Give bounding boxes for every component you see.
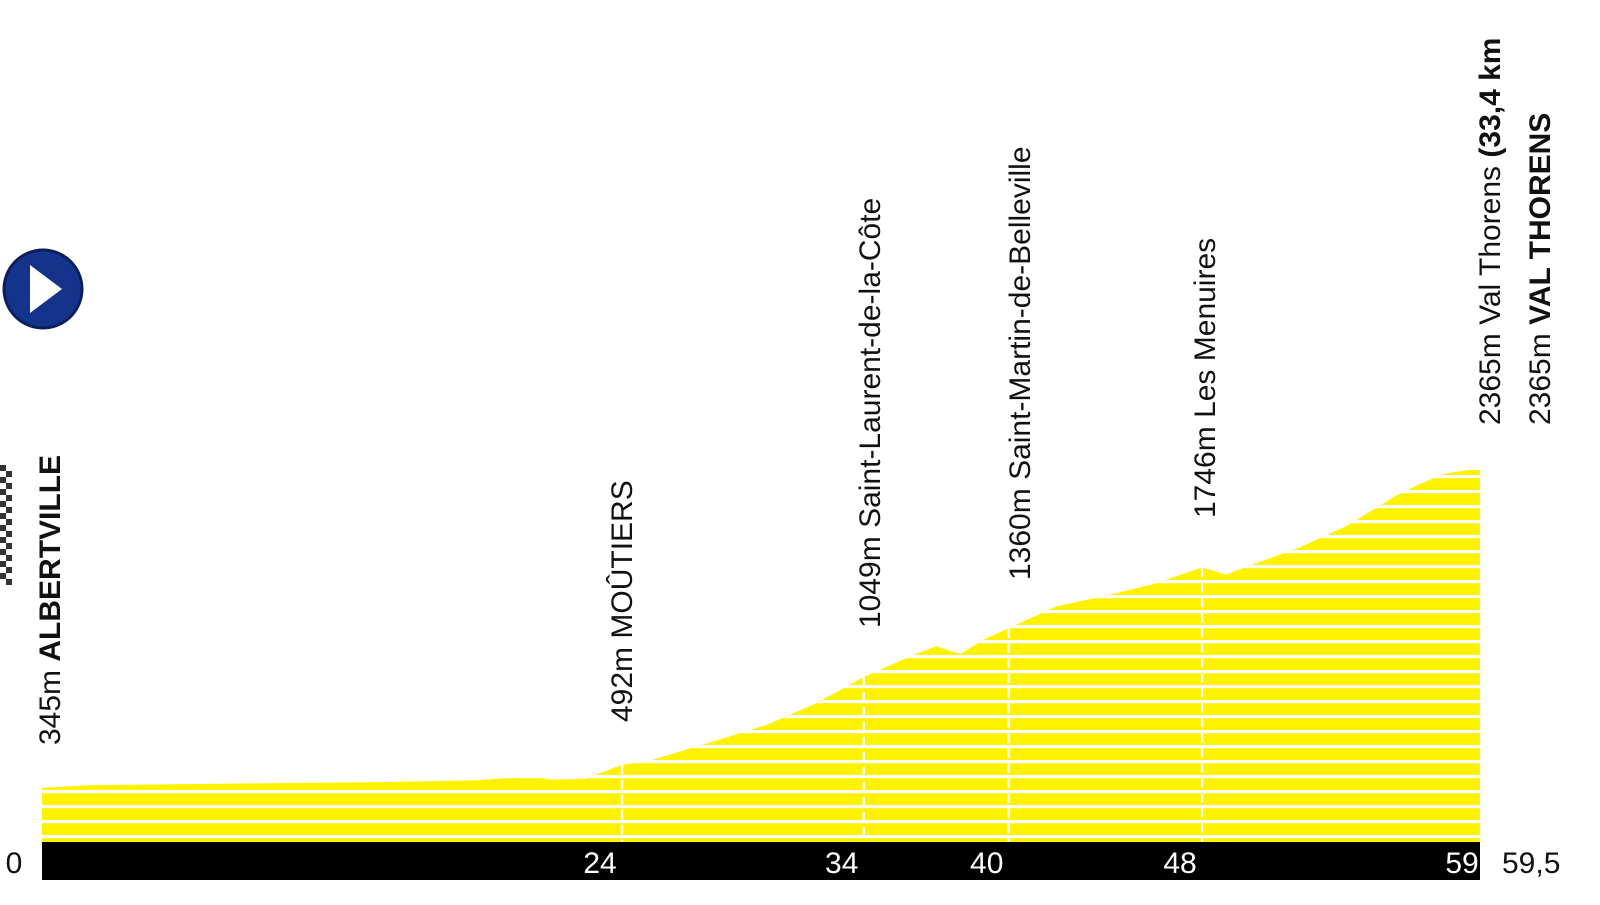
axis-tick-label: 24 [583, 847, 616, 880]
profile-stripe [42, 685, 1480, 689]
profile-stripe [42, 460, 1480, 463]
profile-stripe [42, 760, 1480, 764]
start-flag-square [6, 543, 12, 549]
start-flag-square [0, 561, 6, 567]
distance-axis-bar [42, 842, 1480, 880]
start-flag-square [0, 489, 6, 495]
start-flag-square [6, 471, 12, 477]
start-flag-square [6, 483, 12, 489]
profile-stripe [42, 655, 1480, 659]
axis-tick-label: 34 [825, 847, 858, 880]
profile-stripe [42, 580, 1480, 584]
start-flag-icon [0, 465, 12, 585]
start-flag-square [6, 555, 12, 561]
start-icon-triangle [30, 265, 62, 313]
start-flag-square [0, 465, 6, 471]
start-flag-square [0, 573, 6, 579]
profile-stripe [42, 805, 1480, 809]
start-flag-square [0, 525, 6, 531]
waypoint-label-saint-martin-part: 1360m Saint-Martin-de-Belleville [1004, 146, 1037, 580]
axis-tick-label: 40 [970, 847, 1003, 880]
waypoint-label-val-thorens-finish-part: 2365m [1524, 325, 1557, 425]
profile-stripe [42, 835, 1480, 839]
waypoint-label-saint-laurent: 1049m Saint-Laurent-de-la-Côte [854, 198, 887, 628]
profile-stripe [42, 595, 1480, 599]
waypoint-label-moutiers: 492m MOÛTIERS [605, 480, 639, 722]
start-play-icon [2, 248, 84, 330]
profile-stripe [42, 775, 1480, 779]
waypoint-label-val-thorens-finish-part: VAL THORENS [1524, 113, 1557, 325]
waypoint-label-saint-laurent-part: 1049m Saint-Laurent-de-la-Côte [854, 198, 887, 628]
profile-stripe [42, 565, 1480, 569]
start-flag-square [0, 477, 6, 483]
axis-tick-label: 59 [1445, 847, 1478, 880]
profile-stripe [42, 700, 1480, 704]
profile-stripe [42, 505, 1480, 509]
waypoint-label-val-thorens-climb-part: 2365m Val Thorens [1474, 158, 1507, 425]
waypoint-label-albertville: 345m ALBERTVILLE [34, 455, 67, 745]
profile-stripe [42, 535, 1480, 539]
waypoint-label-les-menuires: 1746m Les Menuires [1189, 238, 1222, 518]
waypoint-label-les-menuires-part: 1746m Les Menuires [1189, 238, 1222, 518]
profile-stripe [42, 820, 1480, 824]
waypoint-label-albertville-part: 345m [34, 662, 67, 745]
profile-stripe [42, 445, 1480, 448]
axis-tick-label: 59,5 [1502, 847, 1560, 880]
waypoint-label-val-thorens-finish: 2365m VAL THORENS [1524, 113, 1557, 425]
profile-stripe [42, 490, 1480, 494]
profile-stripe [42, 550, 1480, 554]
start-flag-square [6, 507, 12, 513]
start-flag-square [6, 579, 12, 585]
waypoint-label-val-thorens-climb-part: (33,4 km [1474, 38, 1507, 158]
waypoint-label-moutiers-part: 492m MOÛTIERS [605, 480, 639, 722]
axis-tick-label: 48 [1163, 847, 1196, 880]
start-flag-square [6, 567, 12, 573]
profile-stripe [42, 475, 1480, 479]
axis-tick-label: 0 [6, 847, 23, 880]
profile-stripe [42, 640, 1480, 644]
start-flag-square [6, 519, 12, 525]
start-flag-square [0, 537, 6, 543]
waypoint-label-albertville-part: ALBERTVILLE [34, 455, 67, 662]
profile-stripe [42, 610, 1480, 614]
waypoint-label-val-thorens-climb: 2365m Val Thorens (33,4 km [1474, 38, 1507, 425]
waypoint-label-saint-martin: 1360m Saint-Martin-de-Belleville [1004, 146, 1037, 580]
start-flag-square [6, 495, 12, 501]
start-flag-square [0, 513, 6, 519]
profile-stripe [42, 520, 1480, 524]
profile-stripe [42, 625, 1480, 629]
profile-stripe [42, 745, 1480, 749]
profile-stripe [42, 715, 1480, 719]
profile-stripe [42, 670, 1480, 674]
start-flag-square [6, 531, 12, 537]
profile-stripe [42, 730, 1480, 734]
start-flag-square [0, 501, 6, 507]
start-flag-square [0, 549, 6, 555]
profile-area [42, 470, 1480, 842]
profile-stripe [42, 790, 1480, 794]
